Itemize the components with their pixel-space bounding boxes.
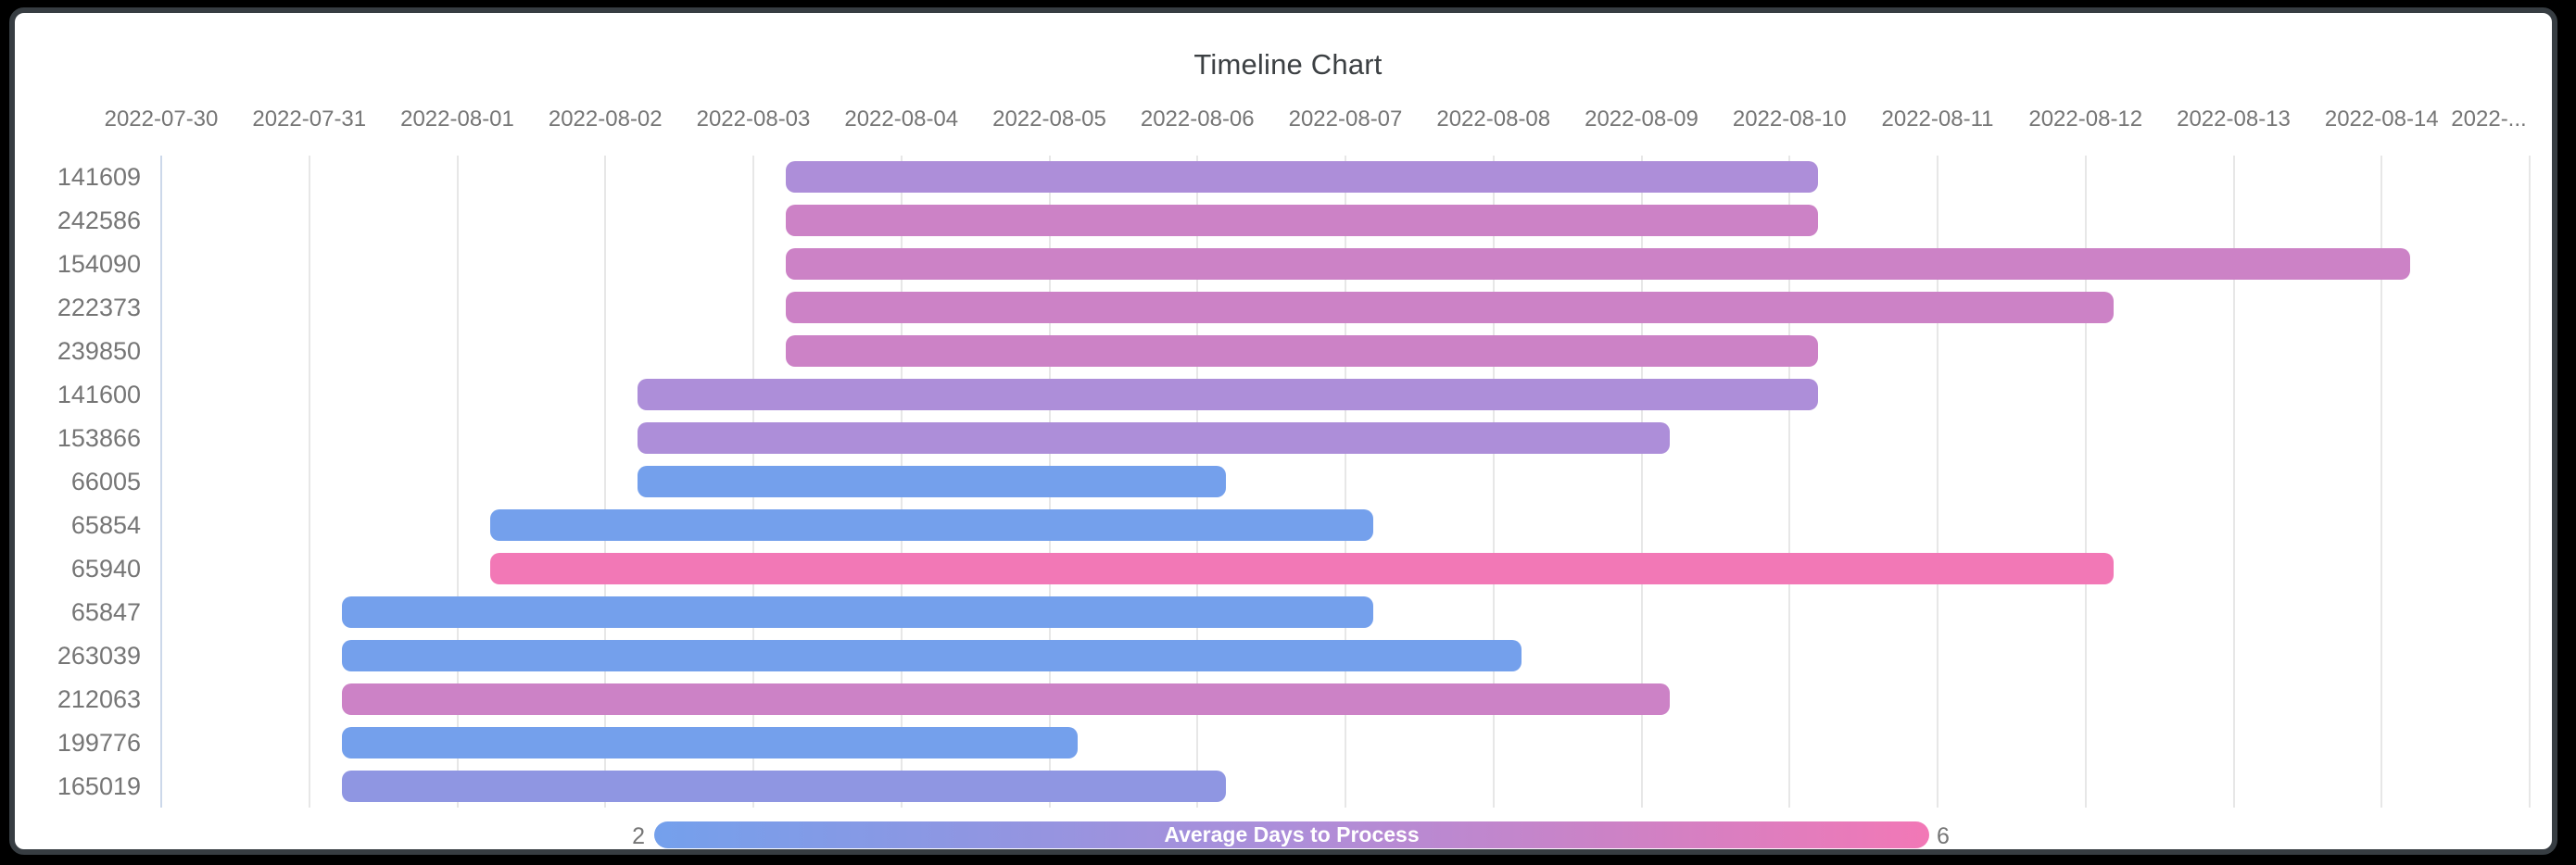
timeline-bar[interactable] [341,596,1374,628]
timeline-bar[interactable] [786,334,1818,367]
timeline-bar[interactable] [786,160,1818,193]
timeline-bar[interactable] [786,204,1818,236]
timeline-bar[interactable] [341,727,1078,759]
timeline-bar[interactable] [638,378,1818,410]
timeline-bar[interactable] [341,771,1226,803]
timeline-bar[interactable] [341,640,1522,672]
timeline-bar[interactable] [638,421,1670,454]
timeline-bar[interactable] [489,508,1374,541]
timeline-bar[interactable] [638,465,1226,497]
timeline-bar[interactable] [489,552,2115,584]
timeline-bar[interactable] [341,683,1670,716]
chart-title: Timeline Chart [1193,48,1383,81]
timeline-bar[interactable] [786,291,2115,323]
timeline-bar[interactable] [786,247,2410,280]
